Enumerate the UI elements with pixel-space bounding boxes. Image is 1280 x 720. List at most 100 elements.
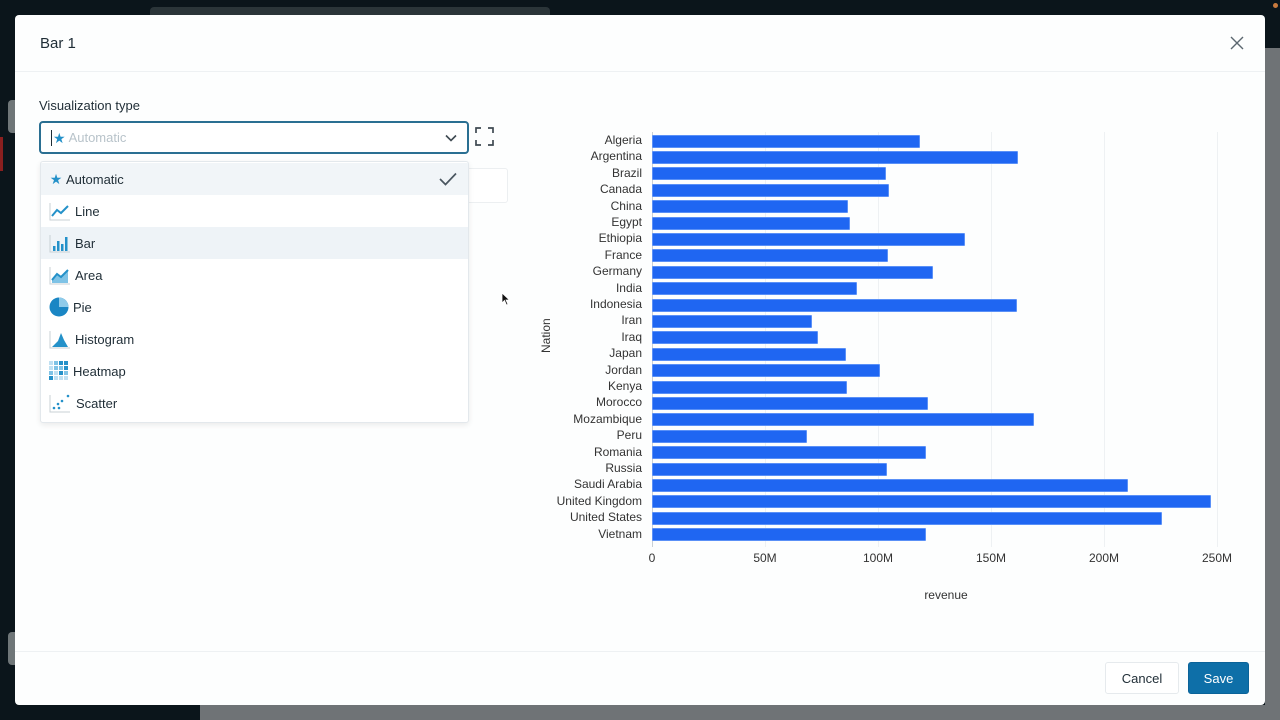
bar-row	[652, 395, 929, 411]
star-icon: ★	[49, 170, 63, 187]
bar[interactable]	[652, 495, 1212, 509]
bar[interactable]	[652, 413, 1035, 427]
y-tick-label: Germany	[592, 264, 642, 279]
bar-row	[652, 445, 926, 461]
y-tick-label: Vietnam	[598, 526, 642, 541]
option-label: Pie	[73, 299, 92, 315]
y-tick-label: Morocco	[595, 395, 642, 410]
y-axis-title: Nation	[539, 318, 553, 353]
bar[interactable]	[652, 331, 818, 345]
x-tick-label: 0	[648, 551, 656, 565]
bar[interactable]	[652, 216, 851, 230]
visualization-type-label: Visualization type	[39, 98, 140, 113]
bar-row	[652, 346, 847, 362]
bar[interactable]	[652, 511, 1163, 525]
y-tick-label: Japan	[609, 346, 642, 361]
gridline	[878, 132, 879, 547]
x-tick-label: 150M	[975, 551, 1007, 565]
y-tick-label: Argentina	[590, 149, 642, 164]
bar[interactable]	[652, 298, 1018, 312]
bar-row	[652, 510, 1163, 526]
heatmap-icon	[49, 361, 69, 381]
bar[interactable]	[652, 347, 847, 361]
y-tick-label: United Kingdom	[556, 493, 642, 508]
bar[interactable]	[652, 151, 1019, 165]
bar-row	[652, 166, 887, 182]
y-tick-label: Jordan	[605, 362, 642, 377]
background-sidebar-tab	[8, 100, 16, 133]
save-button[interactable]: Save	[1188, 662, 1249, 694]
option-automatic[interactable]: ★ Automatic	[41, 163, 468, 195]
bar-row	[652, 248, 889, 264]
visualization-type-dropdown: ★ Automatic Line Bar Area Pie	[40, 161, 469, 423]
mouse-cursor	[501, 292, 511, 306]
background-tab-bar	[150, 7, 550, 16]
bar[interactable]	[652, 429, 808, 443]
bar[interactable]	[652, 249, 889, 263]
option-label: Heatmap	[73, 363, 126, 379]
y-tick-label: Iraq	[621, 329, 642, 344]
bar[interactable]	[652, 183, 890, 197]
modal-header: Bar 1	[15, 15, 1265, 72]
close-button[interactable]	[1229, 35, 1245, 51]
y-tick-label: Russia	[605, 461, 642, 475]
bar[interactable]	[652, 315, 812, 329]
y-tick-label: Iran	[621, 313, 642, 328]
option-pie[interactable]: Pie	[41, 291, 468, 323]
option-bar[interactable]: Bar	[41, 227, 468, 259]
edit-visualization-modal: Bar 1 Visualization type ★ Automatic ★ A…	[15, 15, 1265, 705]
bar[interactable]	[652, 446, 926, 460]
bar[interactable]	[652, 462, 888, 476]
bar-row	[652, 313, 812, 329]
bar-row	[652, 182, 890, 198]
bar[interactable]	[652, 167, 887, 181]
y-tick-label: United States	[569, 510, 642, 525]
y-tick-label: India	[615, 280, 642, 295]
bar-row	[652, 281, 858, 297]
option-line[interactable]: Line	[41, 195, 468, 227]
bar[interactable]	[652, 265, 934, 279]
bar[interactable]	[652, 233, 966, 247]
bar[interactable]	[652, 380, 847, 394]
x-axis-title: revenue	[924, 588, 968, 602]
visualization-type-select[interactable]: ★ Automatic	[39, 121, 469, 154]
y-tick-label: Mozambique	[573, 411, 642, 426]
bar[interactable]	[652, 479, 1128, 493]
option-label: Histogram	[75, 331, 135, 347]
modal-title: Bar 1	[40, 34, 76, 52]
background-sidebar-indicator	[0, 137, 3, 171]
y-tick-label: Egypt	[611, 215, 642, 229]
option-area[interactable]: Area	[41, 259, 468, 291]
bar[interactable]	[652, 282, 858, 296]
bar[interactable]	[652, 200, 849, 214]
option-heatmap[interactable]: Heatmap	[41, 355, 468, 387]
cancel-button[interactable]: Cancel	[1105, 662, 1179, 694]
y-tick-label: Saudi Arabia	[573, 477, 642, 492]
expand-icon[interactable]	[475, 127, 494, 146]
scatter-icon	[49, 393, 71, 413]
option-histogram[interactable]: Histogram	[41, 323, 468, 355]
bar[interactable]	[652, 364, 881, 378]
text-caret	[51, 129, 52, 146]
bar-row	[652, 461, 888, 477]
bar[interactable]	[652, 528, 926, 542]
background-panel	[1265, 48, 1280, 720]
bar[interactable]	[652, 397, 929, 411]
y-tick-label: Kenya	[607, 379, 642, 393]
option-scatter[interactable]: Scatter	[41, 387, 468, 419]
close-icon	[1230, 36, 1244, 50]
background-status-dot	[1273, 3, 1278, 8]
bar[interactable]	[652, 134, 921, 148]
background-sidebar-tab	[8, 632, 16, 665]
chevron-down-icon[interactable]	[445, 132, 457, 144]
bar-row	[652, 297, 1018, 313]
bar-row	[652, 133, 921, 149]
bar-row	[652, 149, 1019, 165]
bar-row	[652, 379, 847, 395]
option-label: Line	[75, 203, 100, 219]
bar-row	[652, 199, 849, 215]
histogram-icon	[49, 329, 71, 349]
bar-row	[652, 494, 1212, 510]
bar-row	[652, 428, 808, 444]
x-tick-label: 250M	[1201, 551, 1233, 565]
